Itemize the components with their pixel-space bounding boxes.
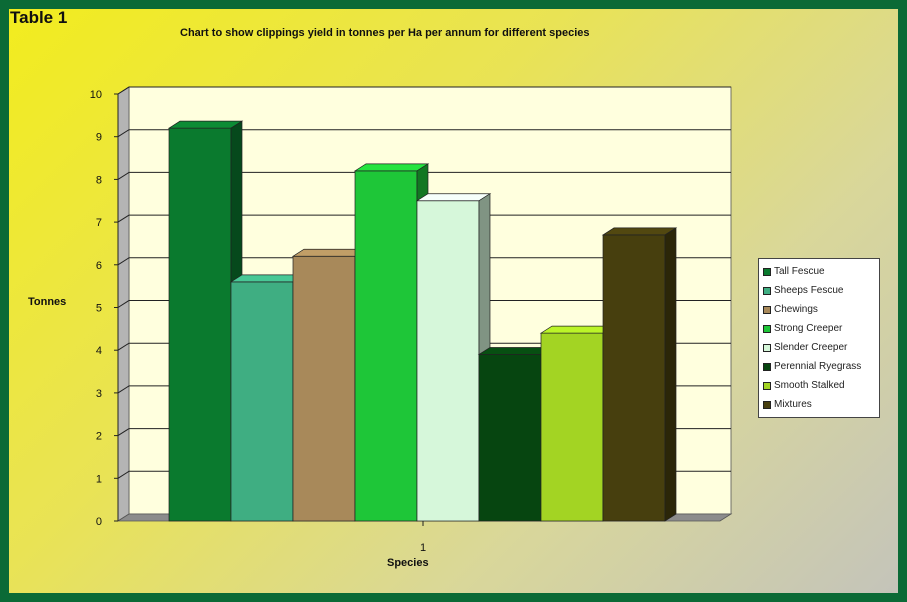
bar-top xyxy=(167,120,244,129)
legend-swatch xyxy=(763,362,771,371)
x-axis-label: Species xyxy=(387,557,429,569)
legend-item: Slender Creeper xyxy=(763,338,875,357)
legend-item: Perennial Ryegrass xyxy=(763,357,875,376)
y-tick-labels: 0 1 2 3 4 5 6 7 8 9 10 xyxy=(90,89,102,528)
chart-title: Chart to show clippings yield in tonnes … xyxy=(180,27,590,39)
legend-item: Mixtures xyxy=(763,395,875,414)
bar-side xyxy=(664,227,677,522)
bar-front xyxy=(168,127,232,522)
y-tick-label: 7 xyxy=(96,217,102,229)
legend-label: Smooth Stalked xyxy=(774,380,845,391)
x-tick-labels: 1 xyxy=(420,521,426,554)
bar xyxy=(601,227,678,522)
y-tick-label: 9 xyxy=(96,132,102,144)
gridline xyxy=(117,86,731,95)
legend-swatch xyxy=(763,267,771,276)
legend-swatch xyxy=(763,324,771,333)
y-tick-label: 1 xyxy=(96,473,102,485)
bar-top xyxy=(353,163,430,172)
gridline xyxy=(117,171,731,180)
bar-front xyxy=(540,332,604,522)
legend-swatch xyxy=(763,305,771,314)
legend-swatch xyxy=(763,400,771,409)
legend-item: Sheeps Fescue xyxy=(763,281,875,300)
legend-label: Strong Creeper xyxy=(774,323,843,334)
legend-label: Chewings xyxy=(774,304,818,315)
y-tick-label: 8 xyxy=(96,174,102,186)
gridline xyxy=(117,129,731,138)
bar-front xyxy=(292,255,356,522)
gridline xyxy=(117,257,731,266)
y-tick-label: 0 xyxy=(96,516,102,528)
legend-label: Tall Fescue xyxy=(774,266,825,277)
legend-swatch xyxy=(763,286,771,295)
y-tick-label: 2 xyxy=(96,431,102,443)
gridline xyxy=(117,300,731,308)
bar-front xyxy=(416,200,480,522)
legend-item: Strong Creeper xyxy=(763,319,875,338)
bar-top xyxy=(601,227,678,236)
legend-label: Mixtures xyxy=(774,399,812,410)
gridline xyxy=(117,342,731,351)
table-label: Table 1 xyxy=(10,8,68,27)
y-tick-label: 4 xyxy=(96,345,102,357)
y-tick-label: 10 xyxy=(90,89,102,101)
bar-front xyxy=(354,170,418,522)
chart-legend: Tall Fescue Sheeps Fescue Chewings Strong C… xyxy=(758,258,880,418)
bar-front xyxy=(230,281,294,522)
legend-swatch xyxy=(763,381,771,390)
bar-front xyxy=(602,234,666,522)
legend-label: Sheeps Fescue xyxy=(774,285,844,296)
y-tick-label: 6 xyxy=(96,260,102,272)
legend-swatch xyxy=(763,343,771,352)
y-tick-label: 3 xyxy=(96,388,102,400)
chart-bars xyxy=(167,120,678,522)
legend-label: Perennial Ryegrass xyxy=(774,361,862,372)
y-axis-label: Tonnes xyxy=(28,296,67,308)
bar xyxy=(167,120,244,522)
legend-item: Smooth Stalked xyxy=(763,376,875,395)
y-tick-label: 5 xyxy=(96,303,102,315)
legend-label: Slender Creeper xyxy=(774,342,848,353)
bar-front xyxy=(478,354,542,522)
legend-item: Tall Fescue xyxy=(763,262,875,281)
x-tick-label: 1 xyxy=(420,542,426,554)
legend-item: Chewings xyxy=(763,300,875,319)
bar-top xyxy=(415,193,492,202)
gridline xyxy=(117,214,731,223)
